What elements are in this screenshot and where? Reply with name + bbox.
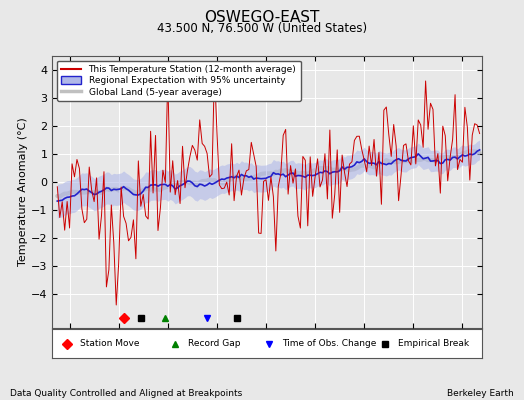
Text: Station Move: Station Move: [80, 339, 140, 348]
Text: Record Gap: Record Gap: [188, 339, 240, 348]
Legend: This Temperature Station (12-month average), Regional Expectation with 95% uncer: This Temperature Station (12-month avera…: [57, 60, 301, 101]
Text: 43.500 N, 76.500 W (United States): 43.500 N, 76.500 W (United States): [157, 22, 367, 35]
Text: OSWEGO-EAST: OSWEGO-EAST: [204, 10, 320, 25]
Text: Berkeley Earth: Berkeley Earth: [447, 389, 514, 398]
Y-axis label: Temperature Anomaly (°C): Temperature Anomaly (°C): [18, 118, 28, 266]
Text: Data Quality Controlled and Aligned at Breakpoints: Data Quality Controlled and Aligned at B…: [10, 389, 243, 398]
Text: Time of Obs. Change: Time of Obs. Change: [282, 339, 377, 348]
Text: Empirical Break: Empirical Break: [398, 339, 470, 348]
